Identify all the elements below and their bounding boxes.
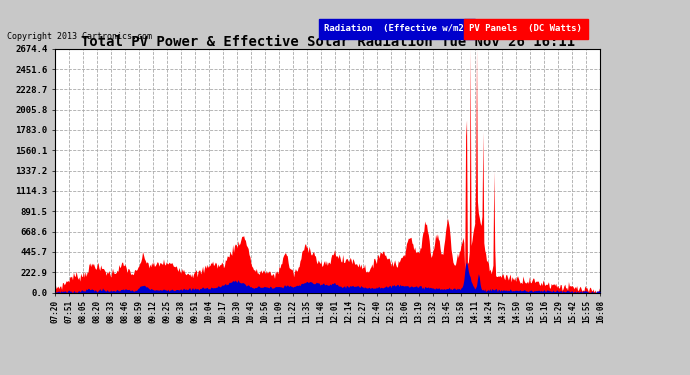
Title: Total PV Power & Effective Solar Radiation Tue Nov 26 16:11: Total PV Power & Effective Solar Radiati… [81, 35, 575, 49]
Legend: Radiation  (Effective w/m2), PV Panels  (DC Watts): Radiation (Effective w/m2), PV Panels (D… [322, 22, 585, 36]
Text: Copyright 2013 Cartronics.com: Copyright 2013 Cartronics.com [7, 32, 152, 41]
